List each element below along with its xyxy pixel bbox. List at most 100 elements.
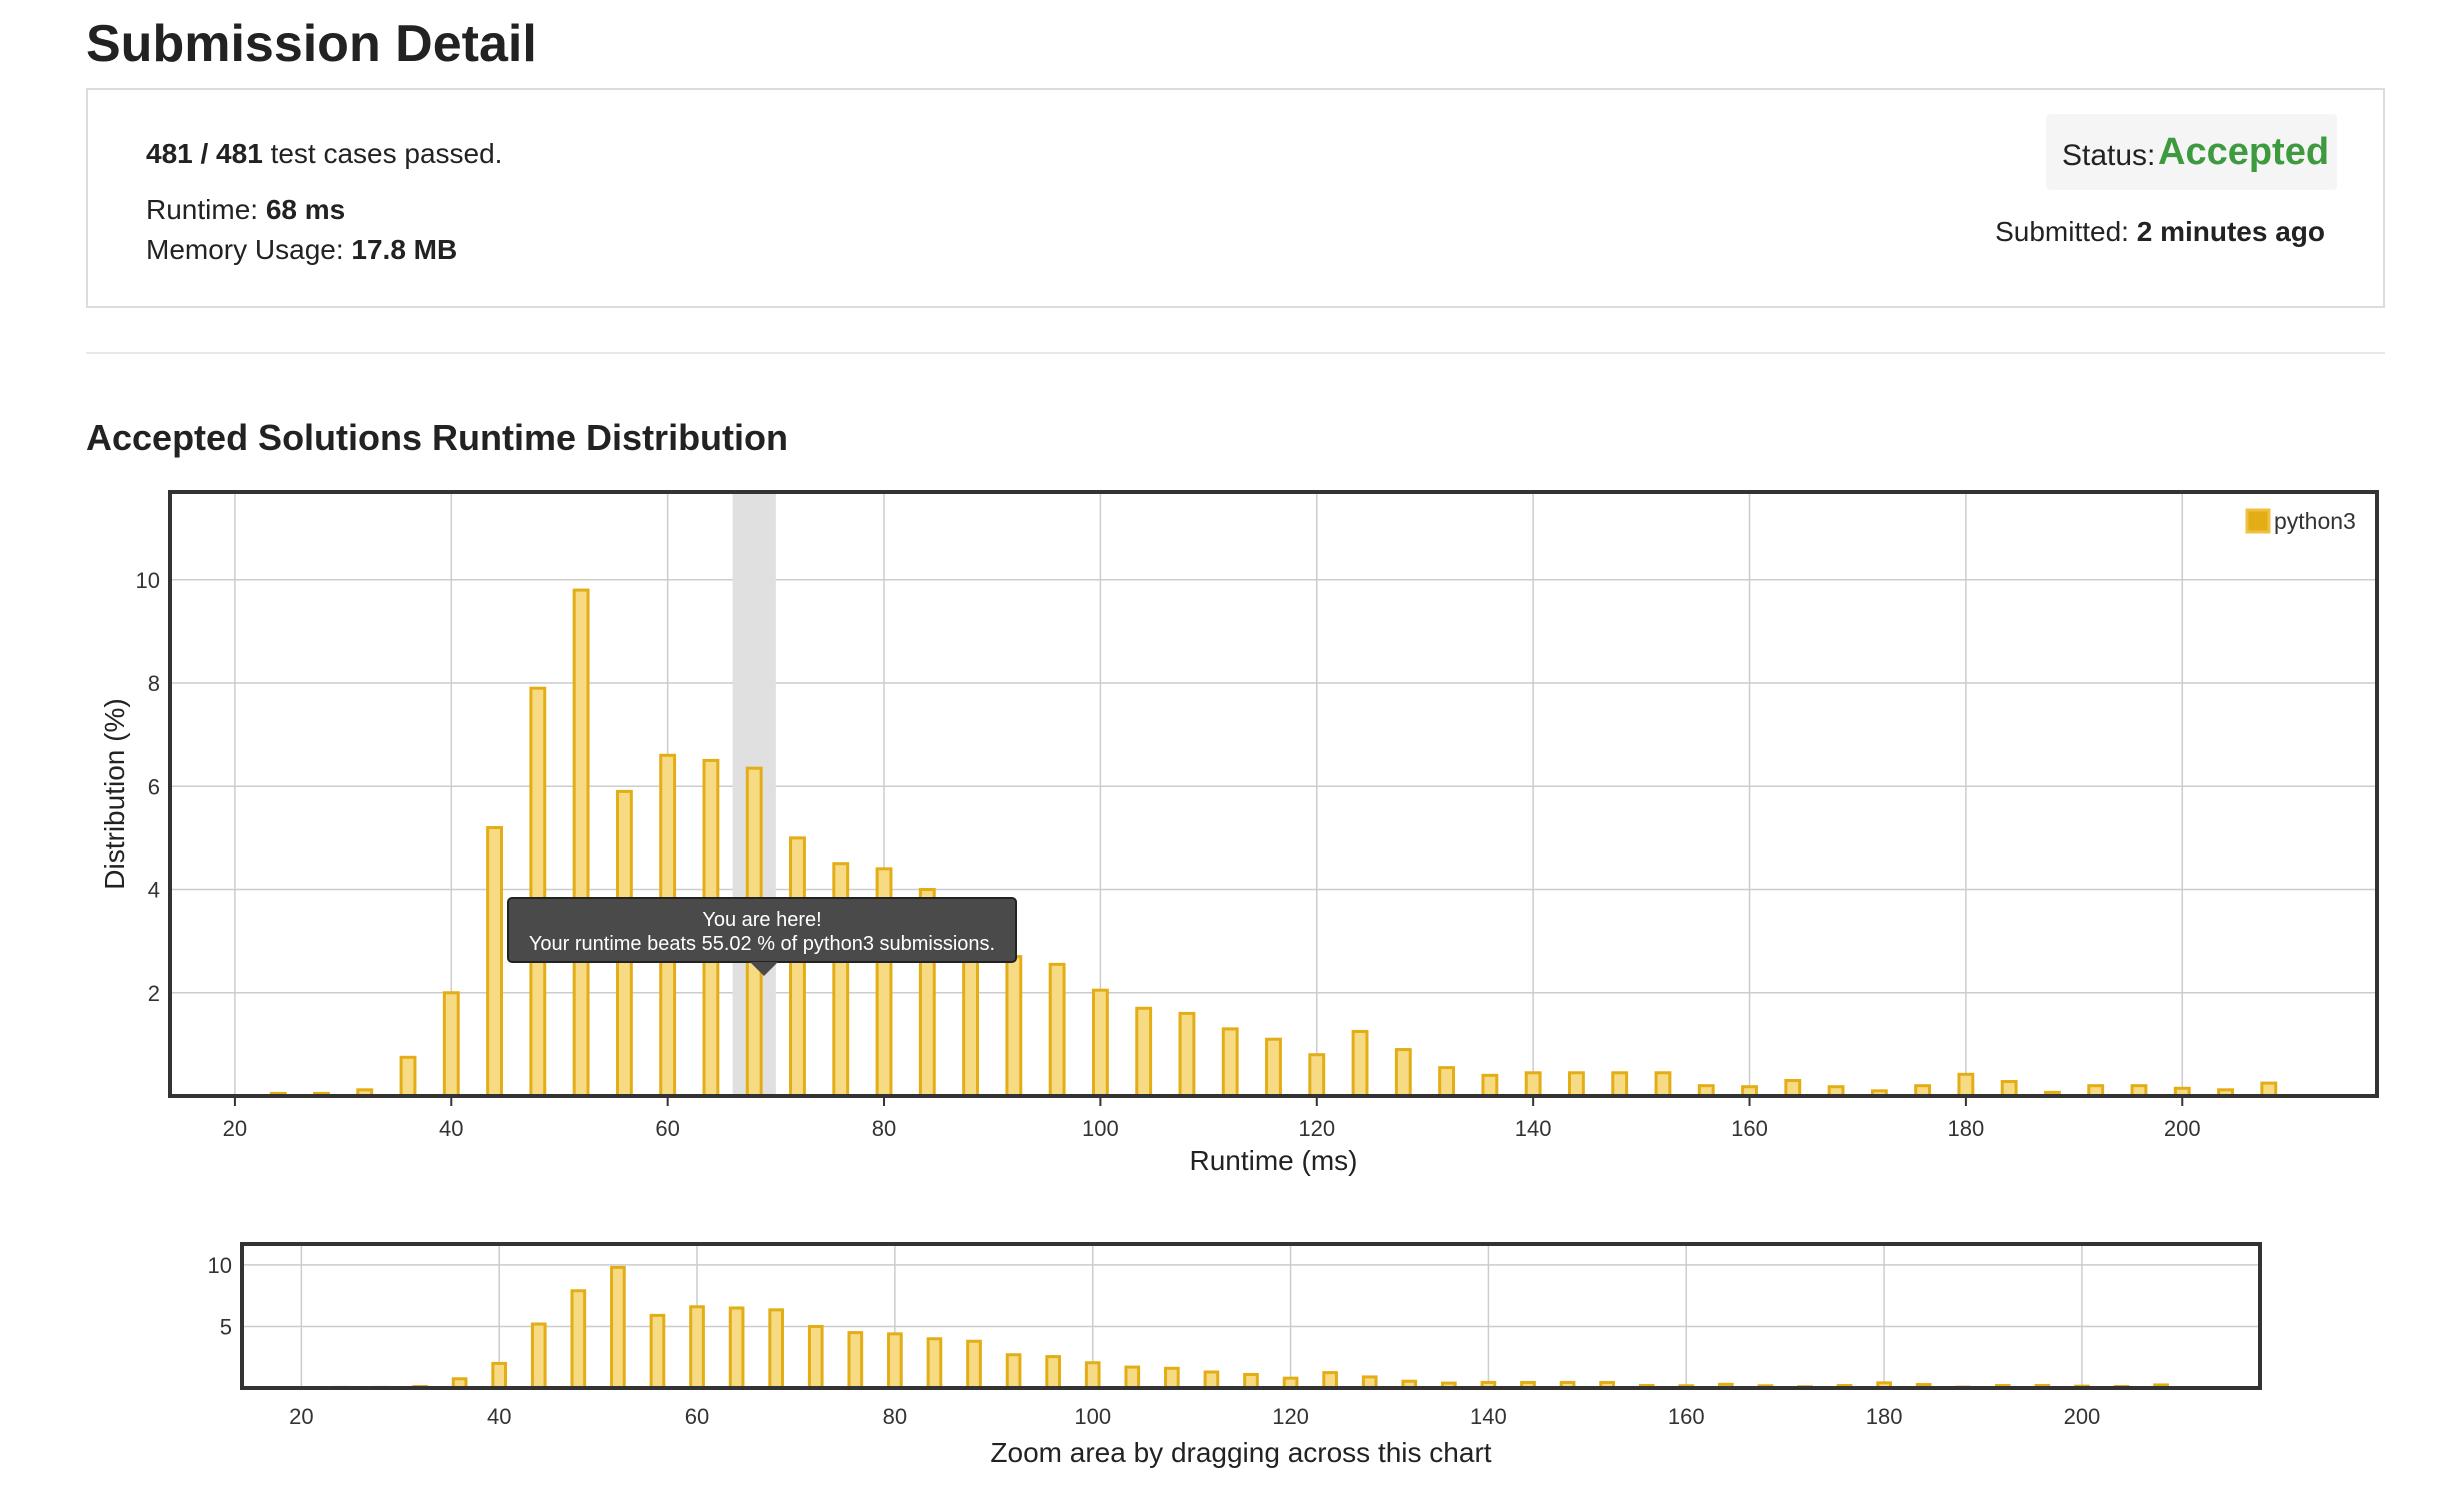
x-tick-label: 80 bbox=[872, 1116, 896, 1141]
x-tick-label: 60 bbox=[655, 1116, 679, 1141]
navigator-bar bbox=[807, 1324, 824, 1390]
x-tick-label: 160 bbox=[1731, 1116, 1768, 1141]
navigator-y-tick-label: 5 bbox=[220, 1314, 232, 1339]
distribution-bar[interactable] bbox=[1265, 1037, 1282, 1098]
runtime-value: 68 ms bbox=[265, 194, 346, 225]
legend-swatch bbox=[2245, 508, 2271, 534]
runtime-line: Runtime: 68 ms bbox=[146, 192, 345, 228]
legend-label[interactable]: python3 bbox=[2274, 508, 2356, 534]
memory-value: 17.8 MB bbox=[351, 234, 458, 265]
navigator-bar bbox=[1084, 1361, 1101, 1390]
navigator-bar bbox=[1164, 1366, 1180, 1390]
distribution-bar[interactable] bbox=[529, 686, 547, 1098]
x-tick-label: 100 bbox=[1082, 1116, 1119, 1141]
distribution-bar[interactable] bbox=[1438, 1066, 1456, 1098]
navigator-bar bbox=[926, 1337, 943, 1390]
distribution-bar[interactable] bbox=[1178, 1011, 1196, 1098]
navigator-x-tick-label: 60 bbox=[685, 1404, 709, 1429]
distribution-bar[interactable] bbox=[1351, 1029, 1369, 1098]
y-tick-label: 2 bbox=[148, 981, 160, 1006]
y-tick-label: 4 bbox=[148, 878, 160, 903]
distribution-bar[interactable] bbox=[1567, 1071, 1585, 1098]
x-axis-title: Runtime (ms) bbox=[1189, 1145, 1357, 1176]
navigator-bar bbox=[570, 1289, 587, 1390]
navigator-bar bbox=[966, 1339, 982, 1390]
test-cases-count: 481 / 481 bbox=[146, 138, 263, 169]
status-accepted-link[interactable]: Accepted bbox=[2158, 131, 2330, 173]
distribution-bar[interactable] bbox=[1481, 1073, 1499, 1098]
status-label: Status: bbox=[2062, 139, 2156, 172]
navigator-x-tick-label: 80 bbox=[883, 1404, 907, 1429]
navigator-bar bbox=[649, 1313, 666, 1390]
navigator-bar bbox=[847, 1331, 864, 1390]
distribution-bar[interactable] bbox=[1221, 1027, 1239, 1098]
submitted-value: 2 minutes ago bbox=[2136, 216, 2325, 247]
distribution-bar[interactable] bbox=[1135, 1006, 1153, 1098]
distribution-bar[interactable] bbox=[789, 836, 806, 1098]
navigator-x-tick-label: 40 bbox=[487, 1404, 511, 1429]
tooltip-text: Your runtime beats 55.02 % of python3 su… bbox=[529, 933, 995, 955]
submitted-label: Submitted: bbox=[1995, 216, 2129, 247]
distribution-bar[interactable] bbox=[1611, 1071, 1629, 1098]
y-axis-title: Distribution (%) bbox=[99, 698, 130, 889]
tooltip-title: You are here! bbox=[702, 909, 821, 931]
test-cases-line: 481 / 481 test cases passed. bbox=[146, 136, 502, 172]
navigator-x-tick-label: 200 bbox=[2064, 1404, 2101, 1429]
y-tick-label: 8 bbox=[148, 671, 160, 696]
navigator-bar bbox=[689, 1305, 705, 1390]
navigator-bar bbox=[1005, 1353, 1022, 1390]
x-tick-label: 40 bbox=[439, 1116, 463, 1141]
runtime-label: Runtime: bbox=[146, 194, 259, 225]
navigator-x-tick-label: 160 bbox=[1668, 1404, 1705, 1429]
navigator-bar bbox=[491, 1361, 508, 1390]
status-box: Status: Accepted bbox=[2046, 114, 2337, 190]
x-tick-label: 120 bbox=[1298, 1116, 1335, 1141]
memory-line: Memory Usage: 17.8 MB bbox=[146, 232, 457, 268]
distribution-bar[interactable] bbox=[442, 991, 460, 1098]
navigator-bar bbox=[1124, 1365, 1141, 1390]
distribution-bar[interactable] bbox=[1654, 1071, 1672, 1098]
navigator-bar bbox=[1203, 1370, 1220, 1390]
navigator-caption: Zoom area by dragging across this chart bbox=[990, 1437, 1491, 1468]
navigator-bar bbox=[1045, 1355, 1061, 1390]
plot-frame bbox=[168, 490, 2379, 1098]
navigator-x-tick-label: 120 bbox=[1272, 1404, 1309, 1429]
main-chart[interactable]: 20 40 60 80 100 120 140 160 180 200 2 4 6 8 10 python3 R… bbox=[99, 490, 2379, 1176]
navigator-bar bbox=[1322, 1371, 1338, 1390]
navigator-x-tick-label: 180 bbox=[1866, 1404, 1903, 1429]
navigator-chart[interactable]: 20 40 60 80 100 120 140 160 180 200 5 10 Zoom area b… bbox=[208, 1242, 2262, 1468]
distribution-bar[interactable] bbox=[1048, 962, 1066, 1098]
distribution-bar[interactable] bbox=[1784, 1079, 1802, 1098]
distribution-bar[interactable] bbox=[399, 1055, 417, 1098]
test-cases-text: test cases passed. bbox=[270, 138, 503, 169]
y-tick-label: 10 bbox=[136, 568, 160, 593]
section-title: Accepted Solutions Runtime Distribution bbox=[86, 417, 789, 458]
distribution-bar[interactable] bbox=[1005, 955, 1023, 1098]
navigator-y-tick-label: 10 bbox=[208, 1253, 232, 1278]
navigator-x-tick-label: 20 bbox=[289, 1404, 313, 1429]
navigator-x-tick-label: 140 bbox=[1470, 1404, 1507, 1429]
y-tick-label: 6 bbox=[148, 774, 160, 799]
section-divider bbox=[86, 352, 2385, 354]
submission-summary-panel: 481 / 481 test cases passed. Runtime: 68… bbox=[86, 88, 2385, 308]
navigator-bar bbox=[530, 1322, 547, 1390]
navigator-bar bbox=[887, 1332, 903, 1390]
distribution-bar[interactable] bbox=[1957, 1072, 1975, 1098]
distribution-bar[interactable] bbox=[486, 826, 503, 1098]
x-tick-label: 180 bbox=[1948, 1116, 1985, 1141]
navigator-bar bbox=[610, 1265, 626, 1390]
navigator-x-tick-label: 100 bbox=[1074, 1404, 1111, 1429]
navigator-bar bbox=[1243, 1372, 1259, 1390]
tooltip-pointer bbox=[750, 962, 778, 976]
distribution-bar[interactable] bbox=[1524, 1071, 1542, 1098]
distribution-bar[interactable] bbox=[1394, 1048, 1412, 1098]
navigator-bar bbox=[728, 1306, 745, 1390]
distribution-bar[interactable] bbox=[1308, 1053, 1326, 1098]
distribution-bar[interactable] bbox=[1091, 988, 1109, 1098]
distribution-bar[interactable] bbox=[2000, 1080, 2018, 1098]
navigator-frame bbox=[240, 1242, 2262, 1390]
distribution-bar[interactable] bbox=[572, 588, 590, 1098]
x-tick-label: 200 bbox=[2164, 1116, 2201, 1141]
x-tick-label: 140 bbox=[1515, 1116, 1552, 1141]
